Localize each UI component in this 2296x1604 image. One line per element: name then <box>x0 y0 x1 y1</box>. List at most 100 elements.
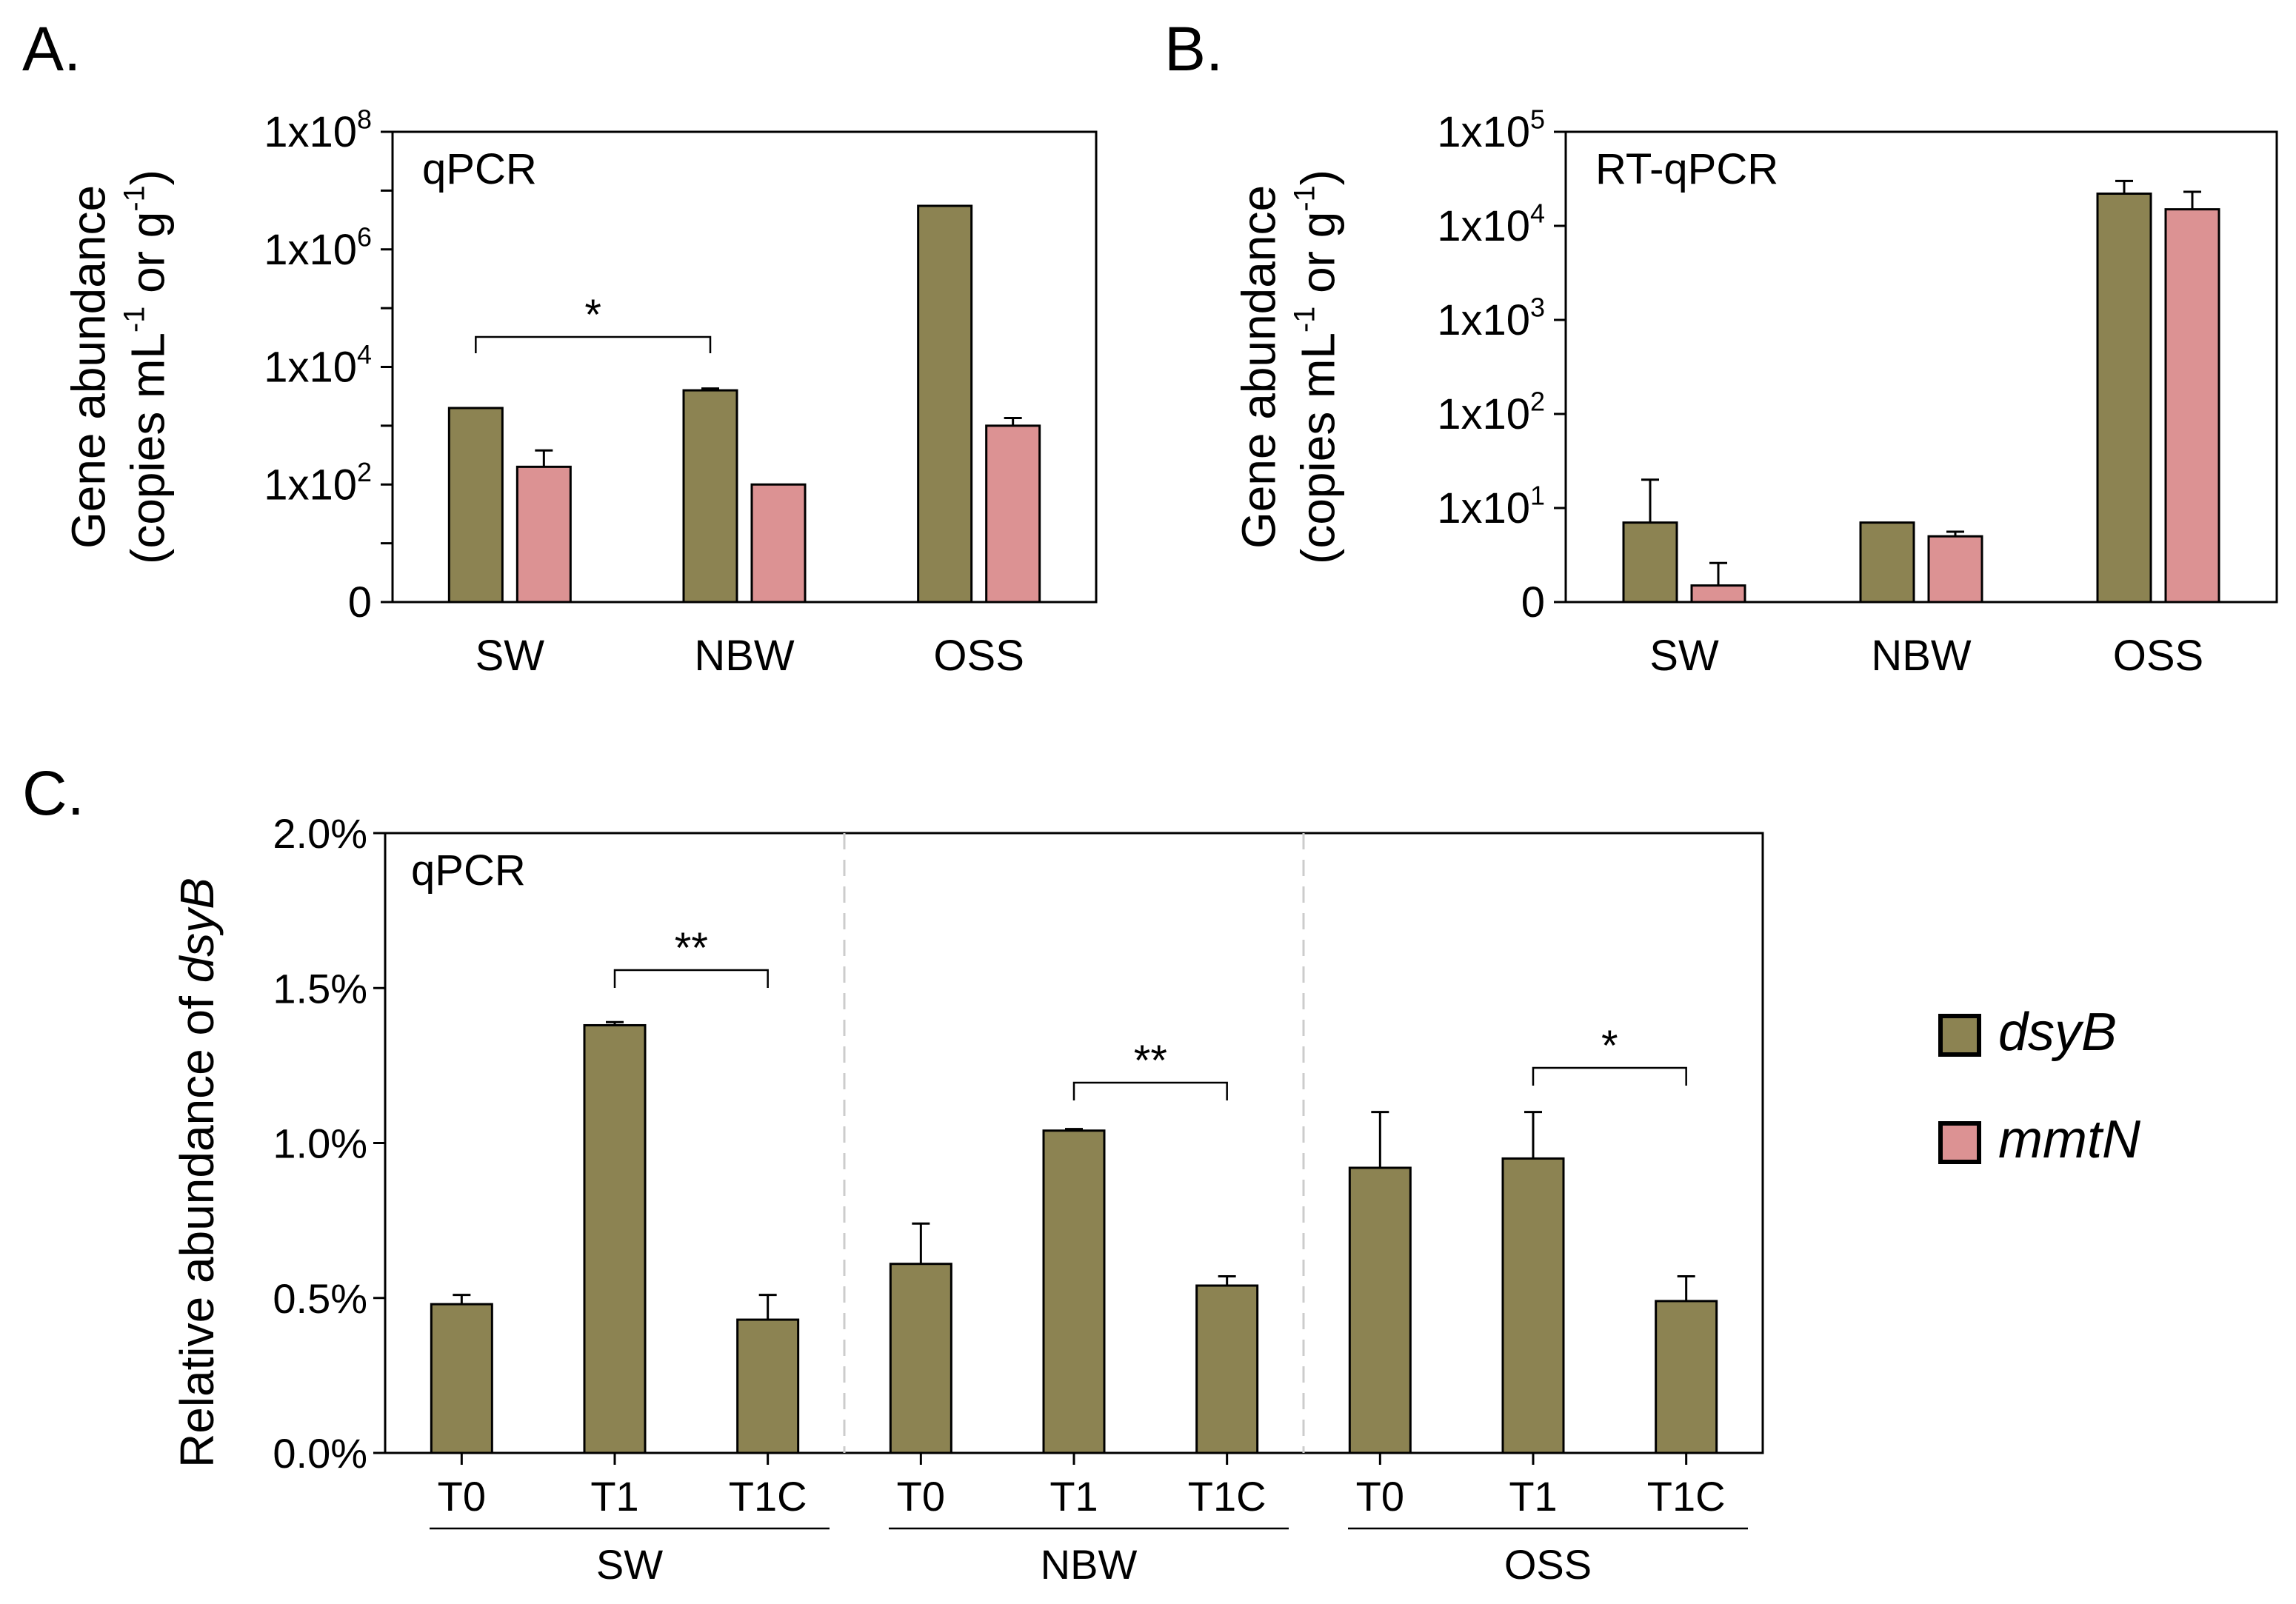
tick-exponent: 8 <box>357 104 372 135</box>
x-tick-label: OSS <box>933 632 1024 680</box>
y-axis-label-line1: Gene abundance <box>1232 185 1286 549</box>
y-axis-label-part: or g <box>1292 212 1345 307</box>
bar-dsyB <box>447 407 504 604</box>
x-tick-label: T1C <box>1188 1473 1267 1520</box>
x-tick-label: SW <box>475 632 545 680</box>
y-tick-label: 1x104 <box>264 339 372 391</box>
significance-bracket <box>1532 1066 1687 1086</box>
x-tick-label: OSS <box>2113 632 2204 680</box>
bar-mmtN <box>2164 208 2220 604</box>
panel-letter: C. <box>22 758 84 828</box>
legend-swatch-dsyB <box>1938 1014 1981 1057</box>
y-axis-label-part: (copies mL <box>1292 333 1345 564</box>
bar-mmtN <box>1690 584 1746 604</box>
bar-dsyB <box>430 1303 493 1454</box>
y-axis-label-part: ) <box>121 170 175 185</box>
y-tick-label: 1.5% <box>273 965 367 1012</box>
tick-exponent: 2 <box>357 457 372 487</box>
bar-dsyB <box>1348 1166 1412 1454</box>
bar-mmtN <box>985 424 1041 604</box>
x-tick-label: T0 <box>897 1473 945 1520</box>
y-tick-label: 0.0% <box>273 1430 367 1477</box>
y-axis-label-part: -1 <box>119 185 151 211</box>
x-tick-label: SW <box>1649 632 1719 680</box>
tick-base: 1x10 <box>264 344 357 392</box>
significance-label: * <box>1601 1022 1618 1070</box>
bar-mmtN <box>515 465 572 604</box>
tick-exponent: 1 <box>1530 481 1545 511</box>
y-axis-label-line2: (copies mL-1 or g-1) <box>119 170 175 564</box>
bar-dsyB <box>889 1263 952 1454</box>
y-axis-label: Gene abundance (copies mL-1 or g-1) <box>1232 170 1345 564</box>
tick-base: 1x10 <box>264 108 357 156</box>
y-tick-label: 1.0% <box>273 1120 367 1167</box>
x-tick-label: T1 <box>590 1473 638 1520</box>
significance-label: ** <box>675 924 708 972</box>
significance-bracket <box>613 969 769 988</box>
x-tick-label: NBW <box>1871 632 1972 680</box>
tick-base: 1x10 <box>1437 390 1530 438</box>
y-tick-label: 1x108 <box>264 104 372 156</box>
y-tick-label: 1x102 <box>1437 387 1545 438</box>
y-axis-label-line1: Gene abundance <box>62 185 116 549</box>
bar-dsyB <box>917 204 973 604</box>
bar-dsyB <box>1622 521 1678 604</box>
inner-label: RT-qPCR <box>1595 145 1778 193</box>
significance-label: * <box>584 291 601 339</box>
plot-frame <box>1564 130 2278 604</box>
x-tick-label: NBW <box>694 632 795 680</box>
bar-dsyB <box>1655 1300 1718 1454</box>
y-tick-label: 0.5% <box>273 1275 367 1322</box>
y-axis-label-text: Relative abundance of dsyB <box>170 878 224 1468</box>
y-tick-label: 1x103 <box>1437 293 1545 344</box>
tick-base: 0 <box>348 578 372 626</box>
y-axis-label-line2: (copies mL-1 or g-1) <box>1289 170 1345 564</box>
tick-base: 1x10 <box>1437 484 1530 532</box>
y-tick-label: 1x102 <box>264 457 372 509</box>
bar-dsyB <box>682 389 738 604</box>
significance-bracket <box>475 335 712 353</box>
x-tick-label: T0 <box>438 1473 486 1520</box>
group-label: SW <box>596 1541 663 1588</box>
bar-mmtN <box>750 483 807 604</box>
y-axis-label-part: ) <box>1292 170 1345 185</box>
significance-bracket <box>1072 1081 1228 1100</box>
bar-dsyB <box>583 1023 647 1454</box>
tick-exponent: 2 <box>1530 387 1545 417</box>
tick-base: 1x10 <box>1437 202 1530 250</box>
bar-dsyB <box>2096 193 2152 604</box>
y-axis-label-part: (copies mL <box>121 333 175 564</box>
y-axis-label: Relative abundance of dsyB <box>170 878 224 1468</box>
y-axis-label: Gene abundance (copies mL-1 or g-1) <box>62 170 175 564</box>
bar-dsyB <box>1042 1129 1106 1454</box>
legend-label-mmtN: mmtN <box>1998 1110 2141 1169</box>
y-tick-label: 1x101 <box>1437 481 1545 532</box>
x-tick-label: T1C <box>1647 1473 1726 1520</box>
legend-label-dsyB: dsyB <box>1998 1003 2117 1062</box>
inner-label: qPCR <box>411 846 526 895</box>
panel-letter: B. <box>1164 14 1223 84</box>
y-axis-label-part: -1 <box>1289 185 1321 211</box>
y-axis-label-part: -1 <box>1289 307 1321 333</box>
bar-dsyB <box>1859 521 1915 604</box>
x-tick-label: T1 <box>1049 1473 1098 1520</box>
y-tick-label: 1x105 <box>1437 104 1545 156</box>
tick-exponent: 4 <box>357 339 372 370</box>
x-tick-label: T0 <box>1356 1473 1404 1520</box>
tick-base: 1x10 <box>1437 296 1530 344</box>
y-axis-label-part: Relative abundance of <box>170 983 224 1468</box>
tick-base: 1x10 <box>1437 108 1530 156</box>
x-tick-label: T1C <box>729 1473 807 1520</box>
y-axis-label-part: or g <box>121 212 175 307</box>
group-label: OSS <box>1504 1541 1592 1588</box>
legend-swatch-mmtN <box>1938 1121 1981 1164</box>
bar-dsyB <box>736 1318 800 1454</box>
y-tick-label: 1x104 <box>1437 198 1545 250</box>
group-label: NBW <box>1041 1541 1138 1588</box>
y-axis-label-gene: dsyB <box>170 878 224 983</box>
bar-mmtN <box>1927 535 1983 604</box>
tick-base: 1x10 <box>264 226 357 274</box>
tick-exponent: 4 <box>1530 198 1545 229</box>
tick-base: 0 <box>1521 578 1545 626</box>
